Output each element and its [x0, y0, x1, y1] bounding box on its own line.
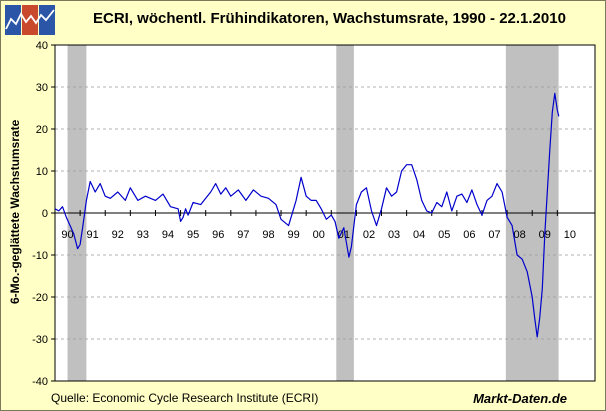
y-tick-label: 0	[42, 208, 48, 220]
chart-title: ECRI, wöchentl. Frühindikatoren, Wachstu…	[93, 10, 566, 27]
x-tick-label: 01	[338, 229, 350, 241]
y-tick: 0	[42, 208, 55, 220]
x-tick-label: 99	[287, 229, 299, 241]
x-tick-label: 92	[112, 229, 124, 241]
y-tick-label: -20	[32, 292, 48, 304]
series-line-1	[54, 92, 560, 338]
x-tick: 98	[255, 210, 275, 241]
gridlines	[55, 86, 595, 340]
x-tick: 02	[355, 210, 375, 241]
x-tick-label: 02	[363, 229, 375, 241]
x-tick-label: 96	[212, 229, 224, 241]
logo-trend-line	[5, 9, 55, 30]
x-tick-label: 94	[162, 229, 174, 241]
x-tick: 94	[154, 210, 174, 241]
x-tick-label: 03	[388, 229, 400, 241]
x-tick: 90	[54, 210, 74, 241]
x-tick-label: 10	[564, 229, 576, 241]
x-tick: 99	[280, 210, 300, 241]
y-ticks: 40 30 20 10 0 -10 -20 -30 -40	[32, 40, 55, 388]
x-tick: 04	[406, 210, 425, 241]
y-tick: 20	[36, 124, 55, 136]
x-tick: 03	[381, 210, 400, 241]
series-group	[54, 92, 560, 338]
x-tick-label: 97	[237, 229, 249, 241]
y-tick: 30	[36, 82, 55, 94]
x-tick-label: 90	[61, 229, 73, 241]
y-tick: 10	[36, 166, 55, 178]
x-tick-label: 95	[187, 229, 199, 241]
y-tick-label: -10	[32, 250, 48, 262]
y-tick-label: 10	[36, 166, 48, 178]
y-tick: -20	[32, 292, 55, 304]
x-tick-label: 08	[514, 229, 526, 241]
x-tick-label: 05	[438, 229, 450, 241]
x-tick: 97	[230, 210, 249, 241]
y-tick-label: -30	[32, 334, 48, 346]
x-tick: 91	[79, 210, 99, 241]
x-tick-label: 04	[413, 229, 425, 241]
logo-panel-middle	[22, 5, 38, 35]
x-tick: 95	[180, 210, 199, 241]
x-tick: 93	[129, 210, 149, 241]
x-tick: 10	[556, 210, 576, 241]
y-tick-label: 30	[36, 82, 48, 94]
x-tick-label: 98	[262, 229, 274, 241]
y-tick: -10	[32, 250, 55, 262]
y-tick-label: -40	[32, 376, 48, 388]
y-tick-label: 20	[36, 124, 48, 136]
y-tick: -30	[32, 334, 55, 346]
y-tick: 40	[36, 40, 55, 52]
x-tick: 92	[104, 210, 124, 241]
y-tick: -40	[32, 376, 55, 388]
source-note: Quelle: Economic Cycle Research Institut…	[51, 391, 319, 405]
x-tick-label: 93	[137, 229, 149, 241]
brand-label: Markt-Daten.de	[473, 391, 567, 406]
x-tick-label: 91	[87, 229, 99, 241]
x-tick: 00	[305, 210, 325, 241]
chart-logo-icon	[5, 5, 55, 35]
x-tick: 96	[205, 210, 224, 241]
x-tick-label: 00	[313, 229, 325, 241]
x-tick-label: 07	[488, 229, 500, 241]
x-tick: 06	[456, 210, 476, 241]
y-tick-label: 40	[36, 40, 48, 52]
x-tick-label: 06	[463, 229, 475, 241]
